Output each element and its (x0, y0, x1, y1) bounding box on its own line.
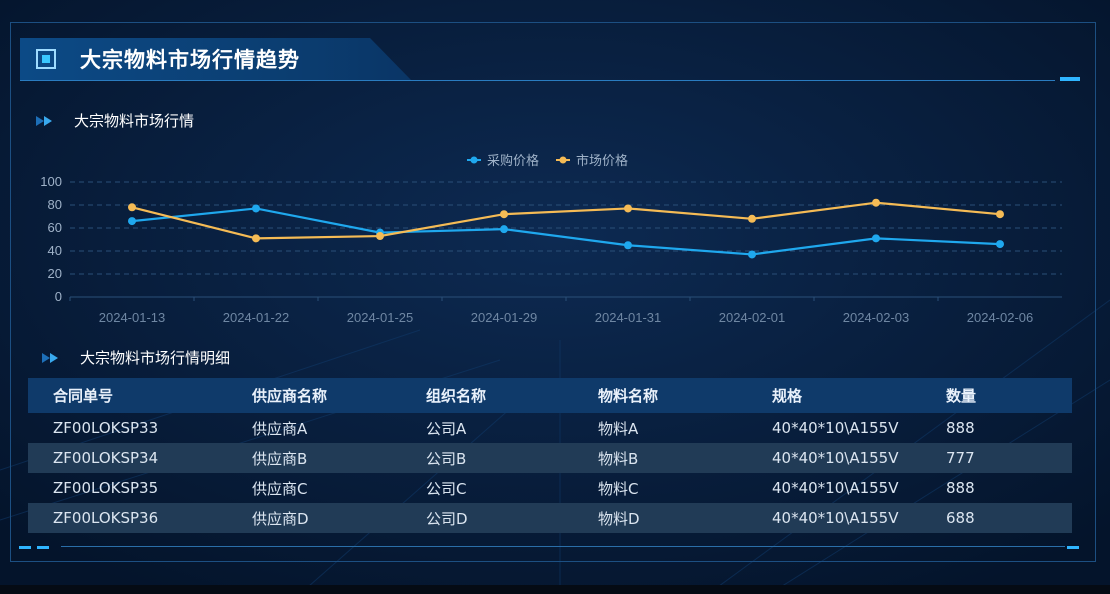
bottom-edge (0, 585, 1110, 594)
cell-material: 物料C (598, 479, 639, 498)
panel-frame (10, 22, 1096, 562)
data-point (376, 232, 384, 241)
cell-contract-no: ZF00LOKSP33 (53, 419, 159, 437)
x-tick-label: 2024-01-25 (347, 310, 414, 325)
series-line (131, 207, 1001, 256)
market-detail-table: 合同单号 供应商名称 组织名称 物料名称 规格 数量 ZF00LOKSP33 供… (28, 378, 1072, 533)
column-header-supplier[interactable]: 供应商名称 (252, 387, 328, 405)
cell-spec: 40*40*10\A155V (772, 449, 899, 467)
table-header-row: 合同单号 供应商名称 组织名称 物料名称 规格 数量 (28, 378, 1072, 413)
cell-material: 物料D (598, 509, 640, 528)
cell-spec: 40*40*10\A155V (772, 479, 899, 497)
x-tick-label: 2024-02-03 (843, 310, 910, 325)
data-point (996, 210, 1004, 219)
y-tick-label: 40 (48, 243, 62, 258)
data-point (624, 204, 632, 213)
y-tick-label: 20 (48, 266, 62, 281)
legend-label: 市场价格 (576, 153, 628, 169)
cell-supplier: 供应商B (252, 449, 308, 468)
double-chevron-icon (36, 115, 52, 126)
column-header-spec[interactable]: 规格 (772, 387, 803, 405)
legend-marker (470, 156, 478, 164)
cell-quantity: 888 (946, 419, 975, 437)
column-header-material[interactable]: 物料名称 (598, 387, 659, 405)
x-tick-label: 2024-01-22 (223, 310, 290, 325)
double-chevron-icon (42, 352, 58, 363)
panel-header: 大宗物料市场行情趋势 (20, 38, 412, 81)
column-header-contract-no[interactable]: 合同单号 (53, 387, 114, 405)
cell-organization: 公司D (426, 509, 468, 528)
x-tick-label: 2024-01-31 (595, 310, 662, 325)
cell-organization: 公司A (426, 419, 467, 438)
data-point (500, 210, 508, 219)
cell-quantity: 688 (946, 509, 975, 527)
data-point (128, 203, 136, 212)
cell-supplier: 供应商A (252, 419, 308, 438)
y-tick-label: 100 (40, 174, 62, 189)
chart-section-title: 大宗物料市场行情 (74, 112, 195, 130)
cell-organization: 公司C (426, 479, 467, 498)
cell-material: 物料A (598, 419, 639, 438)
y-tick-label: 0 (55, 289, 62, 304)
frame-bottom-line (61, 546, 1065, 547)
x-tick-label: 2024-02-06 (967, 310, 1034, 325)
y-tick-label: 60 (48, 220, 62, 235)
table-row[interactable]: ZF00LOKSP35 供应商C 公司C 物料C 40*40*10\A155V … (28, 473, 1072, 503)
corner-dash (1067, 546, 1079, 549)
table-section-title: 大宗物料市场行情明细 (80, 349, 231, 367)
data-point (872, 198, 880, 207)
table-section-heading: 大宗物料市场行情明细 (42, 347, 230, 368)
legend-marker (559, 156, 567, 164)
column-header-quantity[interactable]: 数量 (946, 387, 977, 405)
x-tick-label: 2024-01-13 (99, 310, 166, 325)
cell-spec: 40*40*10\A155V (772, 419, 899, 437)
data-point (252, 234, 260, 243)
data-point (500, 225, 508, 234)
cell-organization: 公司B (426, 449, 467, 468)
chart-section-heading: 大宗物料市场行情 (36, 110, 194, 131)
legend-label: 采购价格 (487, 153, 539, 169)
series-line (131, 201, 1001, 240)
cell-spec: 40*40*10\A155V (772, 509, 899, 527)
price-trend-chart: 0 20 40 60 80 100 2024-01-13 2024-01-22 2024-01-… (40, 153, 1062, 325)
corner-dash (19, 546, 31, 549)
corner-dash (37, 546, 49, 549)
y-tick-label: 80 (48, 197, 62, 212)
data-point (748, 250, 756, 259)
x-tick-label: 2024-02-01 (719, 310, 786, 325)
cell-contract-no: ZF00LOKSP35 (53, 479, 159, 497)
cell-material: 物料B (598, 449, 639, 468)
table-row[interactable]: ZF00LOKSP33 供应商A 公司A 物料A 40*40*10\A155V … (28, 413, 1072, 443)
square-target-icon (36, 49, 56, 69)
table-row[interactable]: ZF00LOKSP36 供应商D 公司D 物料D 40*40*10\A155V … (28, 503, 1072, 533)
data-point (996, 240, 1004, 249)
cell-contract-no: ZF00LOKSP34 (53, 449, 159, 467)
cell-supplier: 供应商D (252, 509, 309, 528)
column-header-organization[interactable]: 组织名称 (426, 387, 487, 405)
data-point (252, 204, 260, 213)
header-tick (1060, 77, 1080, 81)
data-point (872, 234, 880, 243)
panel-title: 大宗物料市场行情趋势 (80, 48, 300, 72)
x-tick-label: 2024-01-29 (471, 310, 538, 325)
cell-quantity: 888 (946, 479, 975, 497)
cell-supplier: 供应商C (252, 479, 308, 498)
header-underline (20, 80, 1055, 81)
data-point (624, 241, 632, 250)
table-row[interactable]: ZF00LOKSP34 供应商B 公司B 物料B 40*40*10\A155V … (28, 443, 1072, 473)
data-point (748, 214, 756, 223)
cell-quantity: 777 (946, 449, 975, 467)
cell-contract-no: ZF00LOKSP36 (53, 509, 159, 527)
data-point (128, 217, 136, 226)
